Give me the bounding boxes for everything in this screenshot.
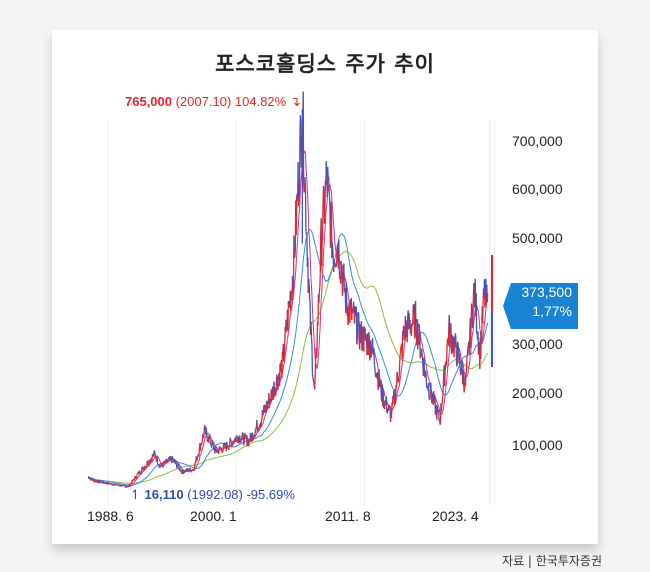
high-value: 765,000 [125,94,172,109]
low-annotation: ↿ 16,110 (1992.08) -95.69% [130,487,295,503]
x-tick-label: 2023. 4 [432,508,479,524]
low-detail: (1992.08) -95.69% [187,487,295,502]
current-change: 1,77% [532,303,572,319]
ma-long-line [88,251,489,484]
y-tick-label: 200,000 [512,385,563,401]
y-tick-label: 100,000 [512,437,563,453]
chart-title: 포스코홀딩스 주가 추이 [215,52,435,76]
x-tick-label: 2011. 8 [325,508,371,524]
y-tick-label: 300,000 [512,336,563,352]
ma-mid-line [88,228,489,486]
low-value: 16,110 [144,487,184,502]
arrow-down-icon: ↴ [289,94,301,109]
high-annotation: 765,000 (2007.10) 104.82% ↴ [125,94,301,110]
chart-card [52,30,598,544]
current-price: 373,500 [521,284,572,300]
current-price-tag: 373,500 1,77% [503,283,578,329]
y-tick-label: 600,000 [512,181,563,197]
y-tick-label: 700,000 [512,133,563,149]
x-tick-label: 1988. 6 [87,508,134,524]
high-detail: (2007.10) 104.82% [175,94,287,109]
source-note: 자료 | 한국투자증권 [502,554,602,568]
x-tick-label: 2000. 1 [190,508,237,524]
y-tick-label: 500,000 [512,230,563,246]
ma-short-line [88,150,489,488]
arrow-up-icon: ↿ [130,487,141,502]
